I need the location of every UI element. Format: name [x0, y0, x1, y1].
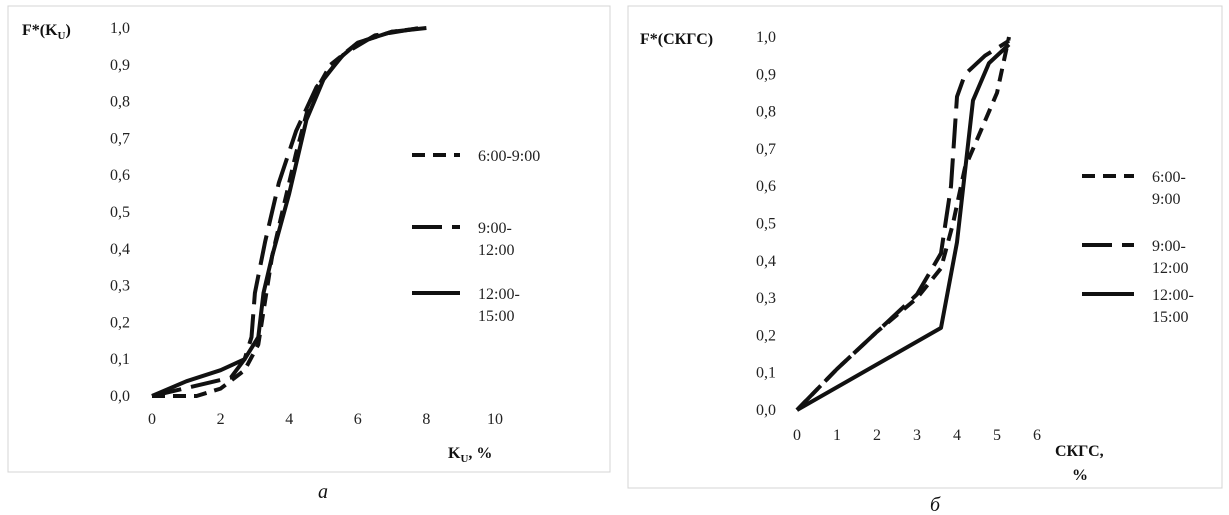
panel-b-frame [627, 5, 1223, 489]
y-tick-label: 0,8 [756, 104, 776, 121]
y-tick-label: 0,9 [110, 57, 130, 74]
y-tick-label: 1,0 [756, 29, 776, 46]
x-tick-label: 10 [487, 411, 503, 428]
x-axis-title-a: KU, % [448, 445, 492, 465]
y-tick-label: 0,3 [756, 290, 776, 307]
y-tick-labels-b: 0,0 0,1 0,2 0,3 0,4 0,5 0,6 0,7 0,8 0,9 1,0 [756, 29, 776, 419]
y-axis-title-a-tail: ) [66, 22, 71, 39]
legend-label: 9:00 [1152, 191, 1180, 208]
y-tick-label: 0,0 [110, 388, 130, 405]
y-axis-title-b: F*(СКГС) [640, 31, 713, 48]
y-tick-label: 0,5 [756, 216, 776, 233]
x-tick-label: 6 [354, 411, 362, 428]
series-lines-b [795, 36, 1011, 412]
legend-label: 12:00 [1152, 260, 1188, 277]
y-tick-label: 0,1 [756, 365, 776, 382]
legend-label: 9:00- [1152, 238, 1186, 255]
x-tick-label: 8 [422, 411, 430, 428]
y-tick-label: 0,6 [756, 178, 776, 195]
y-tick-label: 0,2 [756, 327, 776, 344]
x-axis-title-b: СКГС, [1055, 443, 1104, 460]
x-tick-label: 0 [148, 411, 156, 428]
x-tick-label: 4 [953, 427, 961, 444]
y-tick-labels-a: 0,0 0,1 0,2 0,3 0,4 0,5 0,6 0,7 0,8 0,9 1,0 [110, 20, 130, 405]
panel-a-frame [7, 5, 611, 473]
chart-panel-a: F*(KU) 0,00,10,20,30,40,50,60,70,80,91,0… [22, 20, 540, 465]
y-axis-title-a-sub: U [58, 30, 66, 42]
series-line [152, 26, 424, 398]
series-lines-a [151, 26, 427, 398]
x-tick-label: 2 [873, 427, 881, 444]
x-tick-label: 3 [913, 427, 921, 444]
y-tick-label: 0,7 [756, 141, 776, 158]
series-line [151, 26, 427, 398]
legend-label: 15:00 [478, 308, 514, 325]
legend-a: 6:00-9:00 9:00- 12:00 12:00- 15:00 [412, 148, 540, 325]
x-axis-title-b-unit: % [1072, 467, 1088, 484]
y-tick-label: 0,2 [110, 314, 130, 331]
y-tick-label: 0,4 [110, 241, 130, 258]
y-tick-label: 0,0 [756, 402, 776, 419]
x-axis-title-a-main: K [448, 445, 461, 462]
y-tick-label: 0,1 [110, 351, 130, 368]
legend-label: 15:00 [1152, 309, 1188, 326]
panel-label-b: б [930, 494, 941, 515]
y-axis-title-a-main: F*(K [22, 22, 58, 39]
legend-label: 12:00- [478, 286, 520, 303]
x-tick-label: 2 [217, 411, 225, 428]
x-tick-label: 6 [1033, 427, 1041, 444]
y-tick-label: 0,6 [110, 167, 130, 184]
x-tick-label: 5 [993, 427, 1001, 444]
x-tick-label: 4 [285, 411, 293, 428]
chart-panel-b: F*(СКГС) 0,0 0,1 0,2 0,3 0,4 0,5 0,6 0,7 0,8 0,9 1… [640, 29, 1194, 484]
panel-label-a: a [318, 481, 328, 503]
x-tick-labels-b: 0 1 2 3 4 5 6 [793, 427, 1041, 444]
legend-label: 9:00- [478, 220, 512, 237]
x-tick-label: 1 [833, 427, 841, 444]
series-line [796, 43, 1011, 412]
y-tick-label: 0,7 [110, 130, 130, 147]
x-axis-title-a-tail: , % [468, 445, 492, 462]
y-tick-label: 0,9 [756, 66, 776, 83]
y-tick-label: 0,4 [756, 253, 776, 270]
y-tick-label: 0,3 [110, 278, 130, 295]
y-tick-label: 1,0 [110, 20, 130, 37]
legend-b: 6:00- 9:00 9:00- 12:00 12:00- 15:00 [1082, 169, 1194, 326]
series-line [795, 39, 1011, 412]
legend-label: 6:00-9:00 [478, 148, 540, 165]
x-axis-title-a-sub: U [460, 453, 468, 465]
x-tick-label: 0 [793, 427, 801, 444]
x-tick-labels-a: 0 2 4 6 8 10 [148, 411, 503, 428]
y-axis-title-a: F*(KU) [22, 22, 71, 42]
y-tick-label: 0,8 [110, 94, 130, 111]
legend-label: 6:00- [1152, 169, 1186, 186]
y-tick-label: 0,5 [110, 204, 130, 221]
legend-label: 12:00- [1152, 287, 1194, 304]
legend-label: 12:00 [478, 242, 514, 259]
